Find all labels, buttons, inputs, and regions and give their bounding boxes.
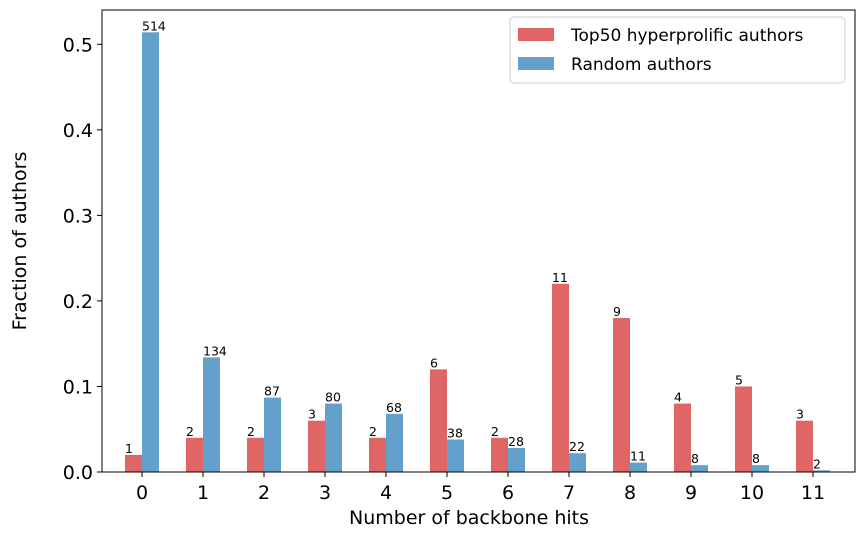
bar-label-top50-0: 1 [125,441,133,456]
bar-label-random-1: 134 [203,343,227,358]
y-axis: 0.0 0.1 0.2 0.3 0.4 0.5 [63,34,102,484]
bar-random-8 [630,462,647,472]
bar-label-random-8: 11 [630,449,646,464]
bar-top50-3 [308,420,325,472]
legend-frame [509,16,846,84]
bars-layer [125,32,830,472]
x-tick-label: 7 [563,482,575,504]
y-tick-label: 0.2 [63,291,93,313]
bar-top50-11 [796,420,813,472]
bar-label-top50-8: 9 [613,304,621,319]
bar-random-9 [691,465,708,472]
bar-top50-5 [430,369,447,472]
x-tick-label: 4 [380,482,392,504]
bar-random-0 [142,32,159,472]
x-tick-label: 0 [136,482,148,504]
bar-random-6 [508,448,525,472]
plot-frame [101,9,856,473]
bar-label-random-7: 22 [569,439,585,454]
bar-top50-0 [125,454,142,472]
x-tick-label: 8 [624,482,636,504]
bar-label-top50-4: 2 [369,424,377,439]
bar-top50-6 [491,437,508,472]
legend-swatch-random [518,57,554,70]
bar-label-top50-2: 2 [247,424,255,439]
bar-top50-9 [674,403,691,472]
bar-top50-8 [613,318,630,472]
bar-top50-10 [735,386,752,472]
bar-top50-4 [369,437,386,472]
bar-label-top50-7: 11 [552,270,568,285]
y-tick-label: 0.0 [63,462,93,484]
bar-random-11 [813,470,830,472]
bar-label-top50-5: 6 [430,355,438,370]
y-axis-label: Fraction of authors [9,152,31,331]
legend: Top50 hyperprolific authors Random autho… [509,16,846,84]
y-tick-label: 0.1 [63,376,93,398]
bar-random-4 [386,413,403,472]
bar-label-random-11: 2 [813,456,821,471]
bar-label-top50-11: 3 [796,407,804,422]
bar-label-top50-6: 2 [491,424,499,439]
bar-random-10 [752,465,769,472]
bar-label-top50-10: 5 [735,372,743,387]
x-tick-label: 5 [441,482,453,504]
bar-label-random-0: 514 [142,18,166,33]
bar-random-2 [264,397,281,472]
bar-label-top50-9: 4 [674,390,682,405]
y-tick-label: 0.3 [63,205,93,227]
bar-random-1 [203,357,220,472]
y-tick-label: 0.5 [63,34,93,56]
bar-label-random-5: 38 [447,425,463,440]
x-tick-label: 3 [319,482,331,504]
bar-random-7 [569,453,586,472]
x-tick-label: 2 [258,482,270,504]
x-tick-label: 11 [801,482,825,504]
x-tick-label: 1 [197,482,209,504]
bar-label-random-6: 28 [508,434,524,449]
x-tick-label: 6 [502,482,514,504]
legend-label-top50: Top50 hyperprolific authors [570,26,804,46]
bar-label-random-10: 8 [752,451,760,466]
bar-label-random-3: 80 [325,390,341,405]
bar-label-random-9: 8 [691,451,699,466]
x-tick-label: 9 [685,482,697,504]
bar-top50-2 [247,437,264,472]
x-axis-label: Number of backbone hits [349,507,589,529]
x-axis: 0 1 2 3 4 5 6 7 8 9 10 11 [136,472,825,504]
bar-label-top50-1: 2 [186,424,194,439]
bar-top50-7 [552,283,569,472]
bar-label-random-2: 87 [264,384,280,399]
bar-label-random-4: 68 [386,400,402,415]
bar-top50-1 [186,437,203,472]
x-tick-label: 10 [740,482,764,504]
y-tick-label: 0.4 [63,120,93,142]
bar-random-3 [325,403,342,472]
bar-random-5 [447,439,464,472]
legend-swatch-top50 [518,28,554,41]
legend-label-random: Random authors [571,55,712,75]
bar-label-top50-3: 3 [308,407,316,422]
